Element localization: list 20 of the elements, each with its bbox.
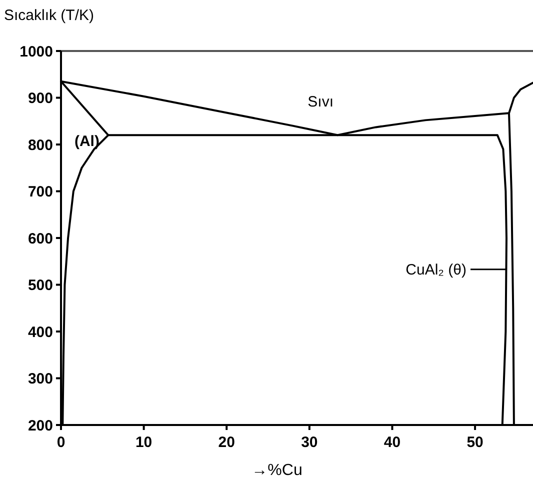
y-tick-label: 600 bbox=[28, 230, 53, 248]
x-tick-label: 40 bbox=[384, 434, 401, 451]
y-tick-label: 500 bbox=[28, 277, 53, 294]
x-tick-label: 30 bbox=[301, 434, 318, 451]
y-tick-label: 1000 bbox=[20, 43, 53, 60]
y-tick-label: 700 bbox=[28, 184, 53, 200]
y-axis-title: Sıcaklık (T/K) bbox=[4, 7, 94, 24]
x-tick-label: 50 bbox=[466, 434, 484, 451]
annotation: Sıvı bbox=[308, 94, 334, 111]
x-tick-label: 10 bbox=[135, 434, 152, 451]
y-tick-label: 800 bbox=[28, 136, 53, 154]
x-tick-label: 20 bbox=[218, 434, 235, 451]
x-tick-label: 0 bbox=[56, 434, 66, 451]
y-tick-label: 400 bbox=[28, 324, 53, 341]
annotation: CuAl₂ (θ) bbox=[406, 262, 466, 279]
y-tick-label: 300 bbox=[28, 370, 53, 388]
x-axis-title: →%Cu bbox=[252, 462, 302, 479]
annotation: (Al) bbox=[74, 133, 100, 150]
y-tick-label: 900 bbox=[28, 90, 53, 107]
y-tick-label: 200 bbox=[28, 417, 53, 434]
